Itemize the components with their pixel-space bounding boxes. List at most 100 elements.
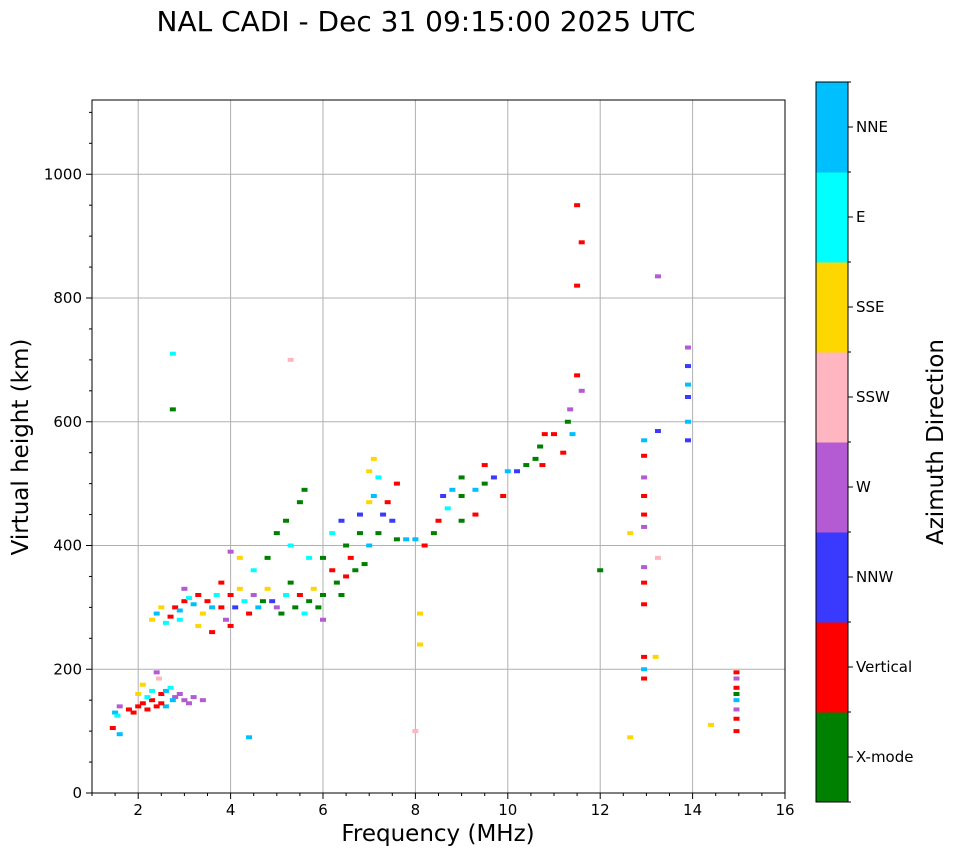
data-point: [421, 543, 428, 548]
data-point: [144, 695, 151, 700]
data-point: [195, 623, 202, 628]
data-point: [296, 500, 303, 505]
data-point: [135, 692, 142, 696]
data-point: [654, 274, 661, 279]
data-point: [514, 469, 521, 474]
colorbar-frame: [815, 81, 849, 803]
data-point: [283, 593, 290, 597]
y-tick-label: 400: [53, 537, 82, 555]
data-point: [560, 450, 567, 455]
data-point: [417, 611, 424, 616]
data-point: [652, 654, 659, 659]
data-point: [209, 630, 216, 635]
data-point: [472, 512, 479, 517]
data-point: [574, 203, 581, 208]
data-point: [370, 456, 377, 461]
data-point: [153, 670, 160, 675]
x-tick-label: 8: [411, 801, 421, 819]
data-point: [641, 438, 648, 443]
data-point: [523, 463, 530, 468]
data-point: [551, 432, 557, 437]
data-point: [532, 456, 539, 461]
data-point: [539, 463, 546, 468]
data-point: [186, 596, 193, 601]
data-point: [204, 599, 211, 604]
data-point: [440, 494, 447, 498]
data-point: [186, 701, 193, 706]
data-point: [343, 574, 350, 579]
colorbar-tick-label: E: [856, 208, 865, 226]
data-point: [209, 605, 216, 610]
data-point: [306, 555, 313, 560]
data-point: [352, 568, 359, 573]
data-point: [273, 531, 280, 536]
data-point: [627, 531, 634, 536]
x-tick-label: 14: [683, 801, 702, 819]
data-point: [490, 475, 497, 480]
data-point: [116, 704, 123, 709]
data-point: [733, 685, 740, 690]
colorbar-segment: [816, 262, 848, 353]
data-point: [641, 524, 648, 529]
x-tick-label: 16: [775, 801, 794, 819]
colorbar-tick-label: NNW: [856, 568, 893, 586]
data-point: [167, 614, 174, 619]
data-point: [158, 692, 165, 696]
data-point: [458, 475, 465, 480]
data-point: [338, 518, 345, 523]
data-point: [338, 593, 345, 597]
data-point: [139, 701, 146, 706]
data-point: [176, 617, 183, 622]
data-point: [500, 494, 507, 498]
data-point: [733, 670, 740, 675]
data-point: [246, 735, 253, 740]
data-point: [366, 469, 373, 474]
colorbar-segment: [816, 442, 848, 533]
data-point: [458, 518, 465, 523]
colorbar-segment: [816, 622, 848, 713]
data-point: [236, 586, 243, 591]
data-point: [733, 692, 740, 696]
data-point: [537, 444, 544, 449]
colorbar-segment: [816, 82, 848, 173]
data-point: [169, 407, 176, 412]
data-point: [654, 555, 661, 560]
data-point: [504, 469, 511, 474]
data-point: [250, 568, 257, 573]
data-point: [684, 382, 691, 387]
data-point: [627, 735, 634, 740]
data-point: [384, 500, 391, 505]
data-point: [287, 543, 294, 548]
x-tick-label: 2: [133, 801, 143, 819]
data-point: [213, 593, 220, 597]
data-point: [733, 729, 740, 734]
x-tick-label: 12: [591, 801, 610, 819]
colorbar-segment: [816, 172, 848, 263]
data-point: [149, 698, 156, 703]
x-tick-label: 4: [226, 801, 236, 819]
colorbar-tick-label: NNE: [856, 118, 888, 136]
data-point: [366, 543, 373, 548]
y-axis-label: Virtual height (km): [8, 339, 34, 556]
data-point: [403, 537, 410, 542]
data-point: [569, 432, 576, 437]
colorbar: X-mode Vertical NNW W SSW SSE E NNE: [815, 81, 913, 803]
data-point: [283, 518, 290, 523]
data-point: [172, 605, 179, 610]
data-point: [149, 617, 156, 622]
data-point: [112, 710, 119, 715]
data-point: [380, 512, 387, 517]
data-point: [315, 605, 322, 610]
data-point: [125, 707, 132, 712]
x-ticks: 2 4 6 8 10 12 14 16: [91, 793, 795, 819]
data-point: [114, 713, 121, 718]
data-point: [641, 453, 648, 458]
data-point: [181, 599, 188, 604]
data-point: [278, 611, 285, 616]
data-point: [176, 608, 183, 613]
data-point: [641, 565, 648, 570]
data-point: [144, 707, 151, 712]
data-point: [641, 602, 648, 607]
data-point: [287, 357, 294, 362]
data-point: [417, 642, 424, 647]
